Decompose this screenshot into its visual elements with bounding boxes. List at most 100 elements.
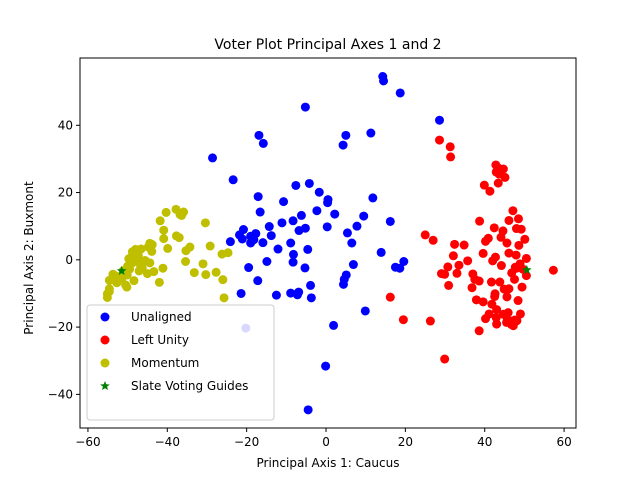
point-left-unity-84 [398,315,408,325]
point-unaligned-3 [300,102,310,112]
point-left-unity-52 [474,276,484,286]
point-momentum-59 [219,293,229,303]
point-unaligned-35 [322,222,332,232]
point-slate-voting-guides-1 [522,264,532,274]
legend-label-left-unity: Left Unity [131,333,189,347]
point-left-unity-15 [513,214,523,224]
point-momentum-34 [181,257,191,266]
point-unaligned-7 [366,128,376,138]
point-left-unity-18 [489,223,499,233]
point-left-unity-28 [514,240,524,250]
point-unaligned-2 [395,88,405,98]
point-left-unity-34 [496,261,506,271]
point-unaligned-57 [348,260,358,270]
point-unaligned-34 [266,231,276,241]
point-unaligned-1 [379,76,389,86]
point-left-unity-12 [508,206,518,216]
point-unaligned-47 [347,238,357,248]
point-left-unity-40 [521,253,531,263]
point-unaligned-44 [249,235,259,245]
point-left-unity-82 [492,319,502,329]
plot-frame [79,57,577,429]
point-left-unity-32 [504,248,514,258]
point-momentum-2 [155,216,165,226]
point-unaligned-43 [237,234,247,244]
point-left-unity-33 [511,250,521,260]
point-left-unity-30 [478,248,488,258]
point-unaligned-45 [273,244,283,254]
point-left-unity-13 [475,216,485,226]
point-unaligned-21 [288,216,298,226]
legend-marker-left-unity [100,335,110,345]
point-left-unity-68 [492,305,502,315]
point-left-unity-22 [450,239,460,249]
point-left-unity-0 [435,135,445,145]
point-left-unity-20 [420,230,430,240]
point-unaligned-39 [286,238,296,248]
point-momentum-47 [112,278,122,288]
point-unaligned-67 [292,290,302,300]
point-unaligned-63 [236,288,246,298]
point-momentum-46 [104,275,114,285]
point-left-unity-54 [509,274,519,284]
point-left-unity-27 [502,238,512,248]
x-tick-label--40: −40 [155,435,180,449]
legend-label-momentum: Momentum [131,356,199,370]
x-tick-label--60: −60 [75,435,100,449]
point-momentum-1 [161,207,171,217]
point-unaligned-50 [288,257,298,267]
point-momentum-13 [145,238,155,248]
point-unaligned-9 [258,138,268,148]
point-unaligned-72 [321,361,331,371]
point-slate-voting-guides-0 [116,265,127,275]
point-unaligned-13 [304,178,314,188]
point-left-unity-35 [448,251,458,261]
y-tick-label--20: −20 [48,320,73,334]
legend: Unaligned Left Unity Momentum Slate Voting … [86,304,275,421]
point-left-unity-81 [512,316,522,326]
y-axis-ticks: −40 −20 0 20 40 [48,118,80,401]
point-momentum-40 [142,269,152,279]
point-unaligned-36 [352,221,362,231]
point-left-unity-17 [516,224,526,234]
point-left-unity-9 [479,180,489,190]
point-left-unity-64 [471,295,481,305]
point-momentum-38 [158,263,168,273]
point-left-unity-25 [496,232,506,242]
x-tick-label-60: 60 [556,435,571,449]
legend-box [86,304,275,421]
point-unaligned-25 [330,209,340,219]
x-axis-label: Principal Axis 1: Caucus [257,456,400,470]
point-unaligned-8 [338,140,348,150]
point-unaligned-26 [359,211,369,221]
point-unaligned-48 [288,249,298,259]
y-axis-label: Principal Axis 2: Buxmont [22,181,36,335]
point-unaligned-49 [262,257,272,266]
point-left-unity-14 [504,215,514,225]
point-unaligned-31 [225,237,235,247]
point-left-unity-8 [500,172,510,182]
point-unaligned-52 [244,263,254,273]
point-left-unity-67 [513,296,523,306]
point-left-unity-63 [502,292,512,302]
point-unaligned-64 [271,290,281,300]
x-tick-label-20: 20 [398,435,413,449]
point-left-unity-83 [425,316,435,326]
point-left-unity-38 [443,262,453,272]
point-unaligned-12 [291,180,301,190]
x-tick-label-0: 0 [322,435,330,449]
point-momentum-53 [102,292,112,302]
point-momentum-16 [181,246,191,256]
point-left-unity-55 [495,277,505,287]
point-momentum-54 [201,270,211,280]
point-momentum-10 [159,234,169,244]
legend-marker-slate-voting-guides [100,381,110,391]
point-left-unity-86 [385,292,395,302]
point-unaligned-20 [255,207,265,217]
point-left-unity-56 [444,280,454,290]
point-momentum-14 [163,243,173,253]
point-left-unity-61 [517,282,527,292]
chart-title: Voter Plot Principal Axes 1 and 2 [214,37,441,53]
point-momentum-17 [205,241,215,251]
point-unaligned-73 [303,405,313,415]
